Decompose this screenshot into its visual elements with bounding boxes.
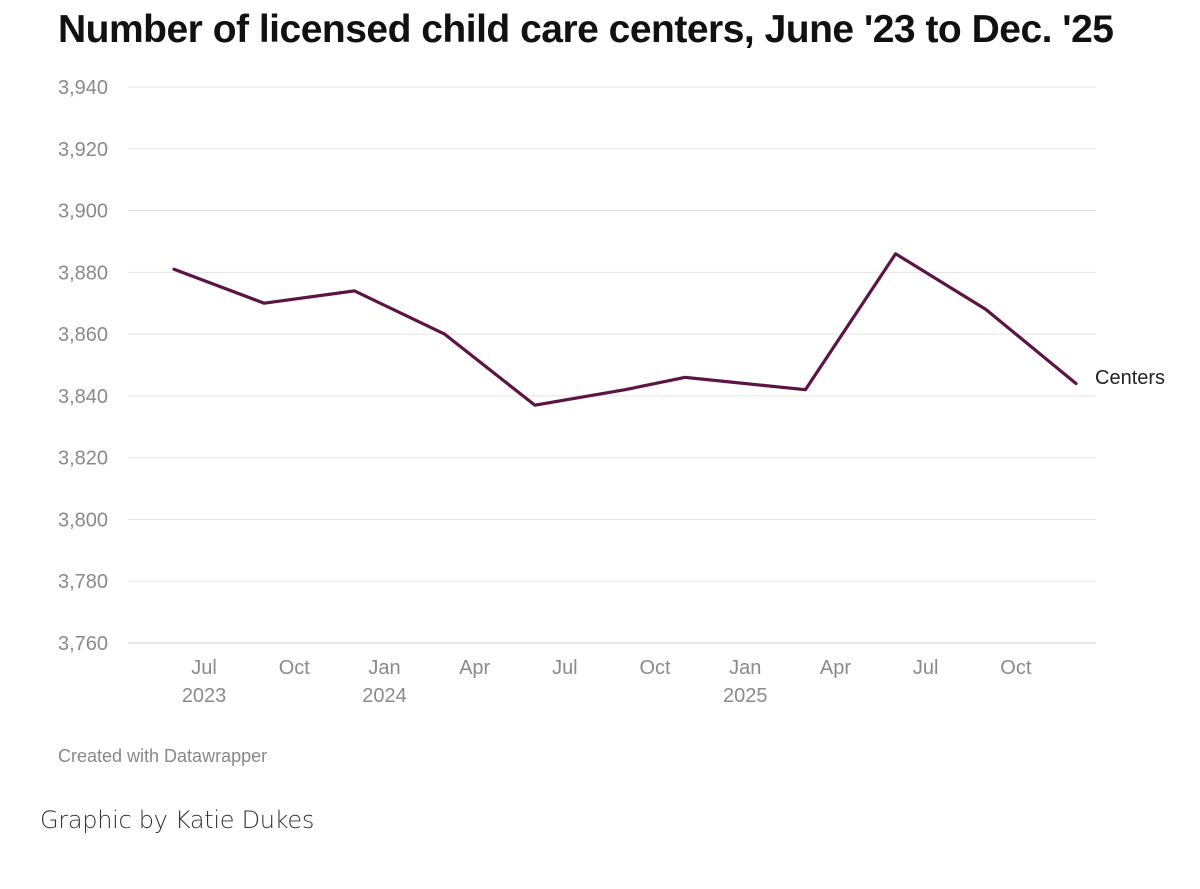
y-tick-label: 3,780 xyxy=(58,571,108,593)
x-tick-label: Jul xyxy=(552,657,578,679)
y-tick-label: 3,920 xyxy=(58,139,108,161)
y-tick-label: 3,820 xyxy=(58,448,108,470)
x-tick-label: Oct xyxy=(279,657,311,679)
x-tick-year-label: 2025 xyxy=(723,685,768,707)
y-tick-label: 3,860 xyxy=(58,324,108,346)
x-tick-label: Oct xyxy=(640,657,672,679)
series-group: Centers xyxy=(172,252,1165,407)
x-tick-label: Jan xyxy=(729,657,761,679)
y-tick-label: 3,760 xyxy=(58,633,108,655)
series-label-centers: Centers xyxy=(1095,367,1165,389)
x-tick-year-label: 2023 xyxy=(182,685,227,707)
x-tick-label: Jul xyxy=(191,657,217,679)
y-tick-label: 3,900 xyxy=(58,201,108,223)
datawrapper-credit[interactable]: Created with Datawrapper xyxy=(58,746,268,766)
x-tick-year-label: 2024 xyxy=(362,685,407,707)
line-chart: 3,760 3,780 3,800 3,820 3,840 3,860 3,880 3,900… xyxy=(58,77,1165,707)
x-tick-label: Apr xyxy=(820,657,851,679)
x-axis-ticks: Jul 2023 Oct Jan 2024 Apr Jul Oct Jan 2025 Apr Jul O… xyxy=(182,657,1032,707)
x-tick-label: Jan xyxy=(368,657,400,679)
y-tick-label: 3,800 xyxy=(58,509,108,531)
y-tick-label: 3,940 xyxy=(58,77,108,99)
chart-title: Number of licensed child care centers, J… xyxy=(58,8,1114,51)
y-tick-label: 3,840 xyxy=(58,386,108,408)
y-tick-label: 3,880 xyxy=(58,262,108,284)
graphic-byline: Graphic by Katie Dukes xyxy=(40,806,315,834)
series-line-centers xyxy=(172,252,1078,407)
x-tick-label: Oct xyxy=(1000,657,1032,679)
y-axis-ticks: 3,760 3,780 3,800 3,820 3,840 3,860 3,880 3,900… xyxy=(58,77,108,655)
x-tick-label: Jul xyxy=(913,657,939,679)
x-tick-label: Apr xyxy=(459,657,490,679)
gridlines xyxy=(128,86,1096,644)
